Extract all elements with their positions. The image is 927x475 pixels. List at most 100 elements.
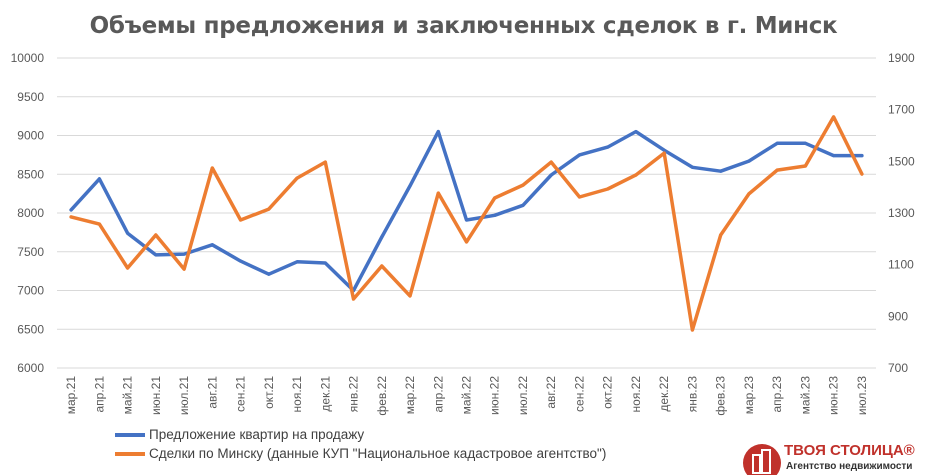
x-tick-label: апр.23 xyxy=(770,376,784,413)
data-point-deals xyxy=(662,151,666,155)
data-point-offers xyxy=(239,259,243,263)
legend-label: Сделки по Минску (данные КУП "Национальн… xyxy=(149,446,607,461)
data-point-offers xyxy=(803,141,807,145)
data-point-deals xyxy=(352,297,356,301)
data-point-deals xyxy=(521,183,525,187)
y-right-tick-label: 700 xyxy=(888,361,908,375)
x-tick-label: ноя.21 xyxy=(290,376,304,413)
data-point-offers xyxy=(690,165,694,169)
x-tick-label: апр.21 xyxy=(92,376,106,413)
data-point-deals xyxy=(832,115,836,119)
x-tick-label: дек.21 xyxy=(318,376,332,412)
x-tick-label: ноя.22 xyxy=(629,376,643,413)
x-tick-label: июл.21 xyxy=(177,376,191,415)
y-left-tick-label: 6500 xyxy=(17,322,44,336)
data-point-offers xyxy=(521,203,525,207)
data-point-offers xyxy=(747,159,751,163)
x-tick-label: июн.21 xyxy=(149,376,163,415)
x-tick-label: окт.21 xyxy=(262,376,276,409)
y-left-tick-label: 8000 xyxy=(17,206,44,220)
data-point-deals xyxy=(97,222,101,226)
data-point-deals xyxy=(690,328,694,332)
data-point-deals xyxy=(267,207,271,211)
legend-swatch-blue xyxy=(115,433,145,437)
data-point-deals xyxy=(493,196,497,200)
x-tick-label: май.21 xyxy=(121,376,135,415)
data-point-deals xyxy=(295,176,299,180)
data-point-offers xyxy=(860,154,864,158)
x-tick-label: май.22 xyxy=(460,376,474,415)
data-point-offers xyxy=(634,130,638,134)
data-point-offers xyxy=(97,177,101,181)
x-tick-label: янв.23 xyxy=(685,376,699,413)
x-tick-label: фев.23 xyxy=(714,376,728,416)
x-tick-label: июн.22 xyxy=(488,376,502,415)
data-point-deals xyxy=(210,166,214,170)
y-left-tick-label: 9000 xyxy=(17,129,44,143)
x-tick-label: мар.21 xyxy=(64,376,78,415)
x-tick-label: авг.21 xyxy=(205,376,219,409)
y-right-tick-label: 1300 xyxy=(888,206,915,220)
data-point-deals xyxy=(436,191,440,195)
y-left-tick-label: 7500 xyxy=(17,245,44,259)
data-point-deals xyxy=(126,266,130,270)
x-tick-label: мар.23 xyxy=(742,376,756,415)
logo-brand: ТВОЯ СТОЛИЦА® xyxy=(784,442,915,459)
data-point-deals xyxy=(465,240,468,244)
data-point-deals xyxy=(69,215,73,219)
data-point-deals xyxy=(323,160,327,164)
data-point-offers xyxy=(493,213,497,217)
data-point-deals xyxy=(239,218,243,222)
x-tick-label: июл.22 xyxy=(516,376,530,415)
x-tick-label: июл.23 xyxy=(855,376,869,415)
legend-item-offers: Предложение квартир на продажу xyxy=(115,427,364,443)
data-point-offers xyxy=(832,154,836,158)
legend-swatch-orange xyxy=(115,452,145,456)
x-tick-label: окт.22 xyxy=(601,376,615,409)
data-point-deals xyxy=(577,195,581,199)
x-tick-label: дек.22 xyxy=(657,376,671,412)
y-left-tick-label: 9500 xyxy=(17,90,44,104)
y-left-tick-label: 6000 xyxy=(17,361,44,375)
x-tick-label: сен.21 xyxy=(234,376,248,412)
data-point-deals xyxy=(380,264,384,268)
legend-label: Предложение квартир на продажу xyxy=(149,427,365,442)
y-right-tick-label: 1700 xyxy=(888,103,915,117)
legend-item-deals: Сделки по Минску (данные КУП "Национальн… xyxy=(115,446,606,462)
y-right-tick-label: 1900 xyxy=(888,51,915,65)
logo-subtitle: Агентство недвижимости xyxy=(786,461,913,472)
company-logo: ТВОЯ СТОЛИЦА® Агентство недвижимости xyxy=(742,441,927,475)
series-line-deals xyxy=(69,115,864,332)
y-left-tick-label: 10000 xyxy=(11,51,45,65)
data-point-deals xyxy=(775,168,779,172)
data-point-deals xyxy=(182,267,186,271)
y-right-tick-label: 1500 xyxy=(888,154,915,168)
x-tick-label: янв.22 xyxy=(347,376,361,413)
data-point-offers xyxy=(436,130,440,134)
y-right-tick-label: 1100 xyxy=(888,258,914,272)
data-point-deals xyxy=(606,187,610,191)
x-tick-label: апр.22 xyxy=(431,376,445,413)
x-tick-label: май.23 xyxy=(798,376,812,415)
data-point-deals xyxy=(803,164,807,168)
data-point-offers xyxy=(606,145,610,149)
data-point-offers xyxy=(408,184,412,188)
series-line-offers xyxy=(69,129,864,293)
data-point-offers xyxy=(295,260,299,264)
data-point-deals xyxy=(634,173,638,177)
x-tick-label: июн.23 xyxy=(827,376,841,415)
data-point-deals xyxy=(747,192,751,196)
x-tick-label: авг.22 xyxy=(544,376,558,409)
data-point-offers xyxy=(577,153,581,157)
x-tick-label: сен.22 xyxy=(572,376,586,412)
data-point-offers xyxy=(126,231,130,235)
data-point-deals xyxy=(154,233,158,237)
chart-title: Объемы предложения и заключенных сделок … xyxy=(89,13,838,39)
data-point-offers xyxy=(380,235,384,239)
data-point-offers xyxy=(182,252,186,256)
data-point-deals xyxy=(719,233,723,237)
data-point-offers xyxy=(154,253,158,257)
data-point-offers xyxy=(267,272,271,276)
